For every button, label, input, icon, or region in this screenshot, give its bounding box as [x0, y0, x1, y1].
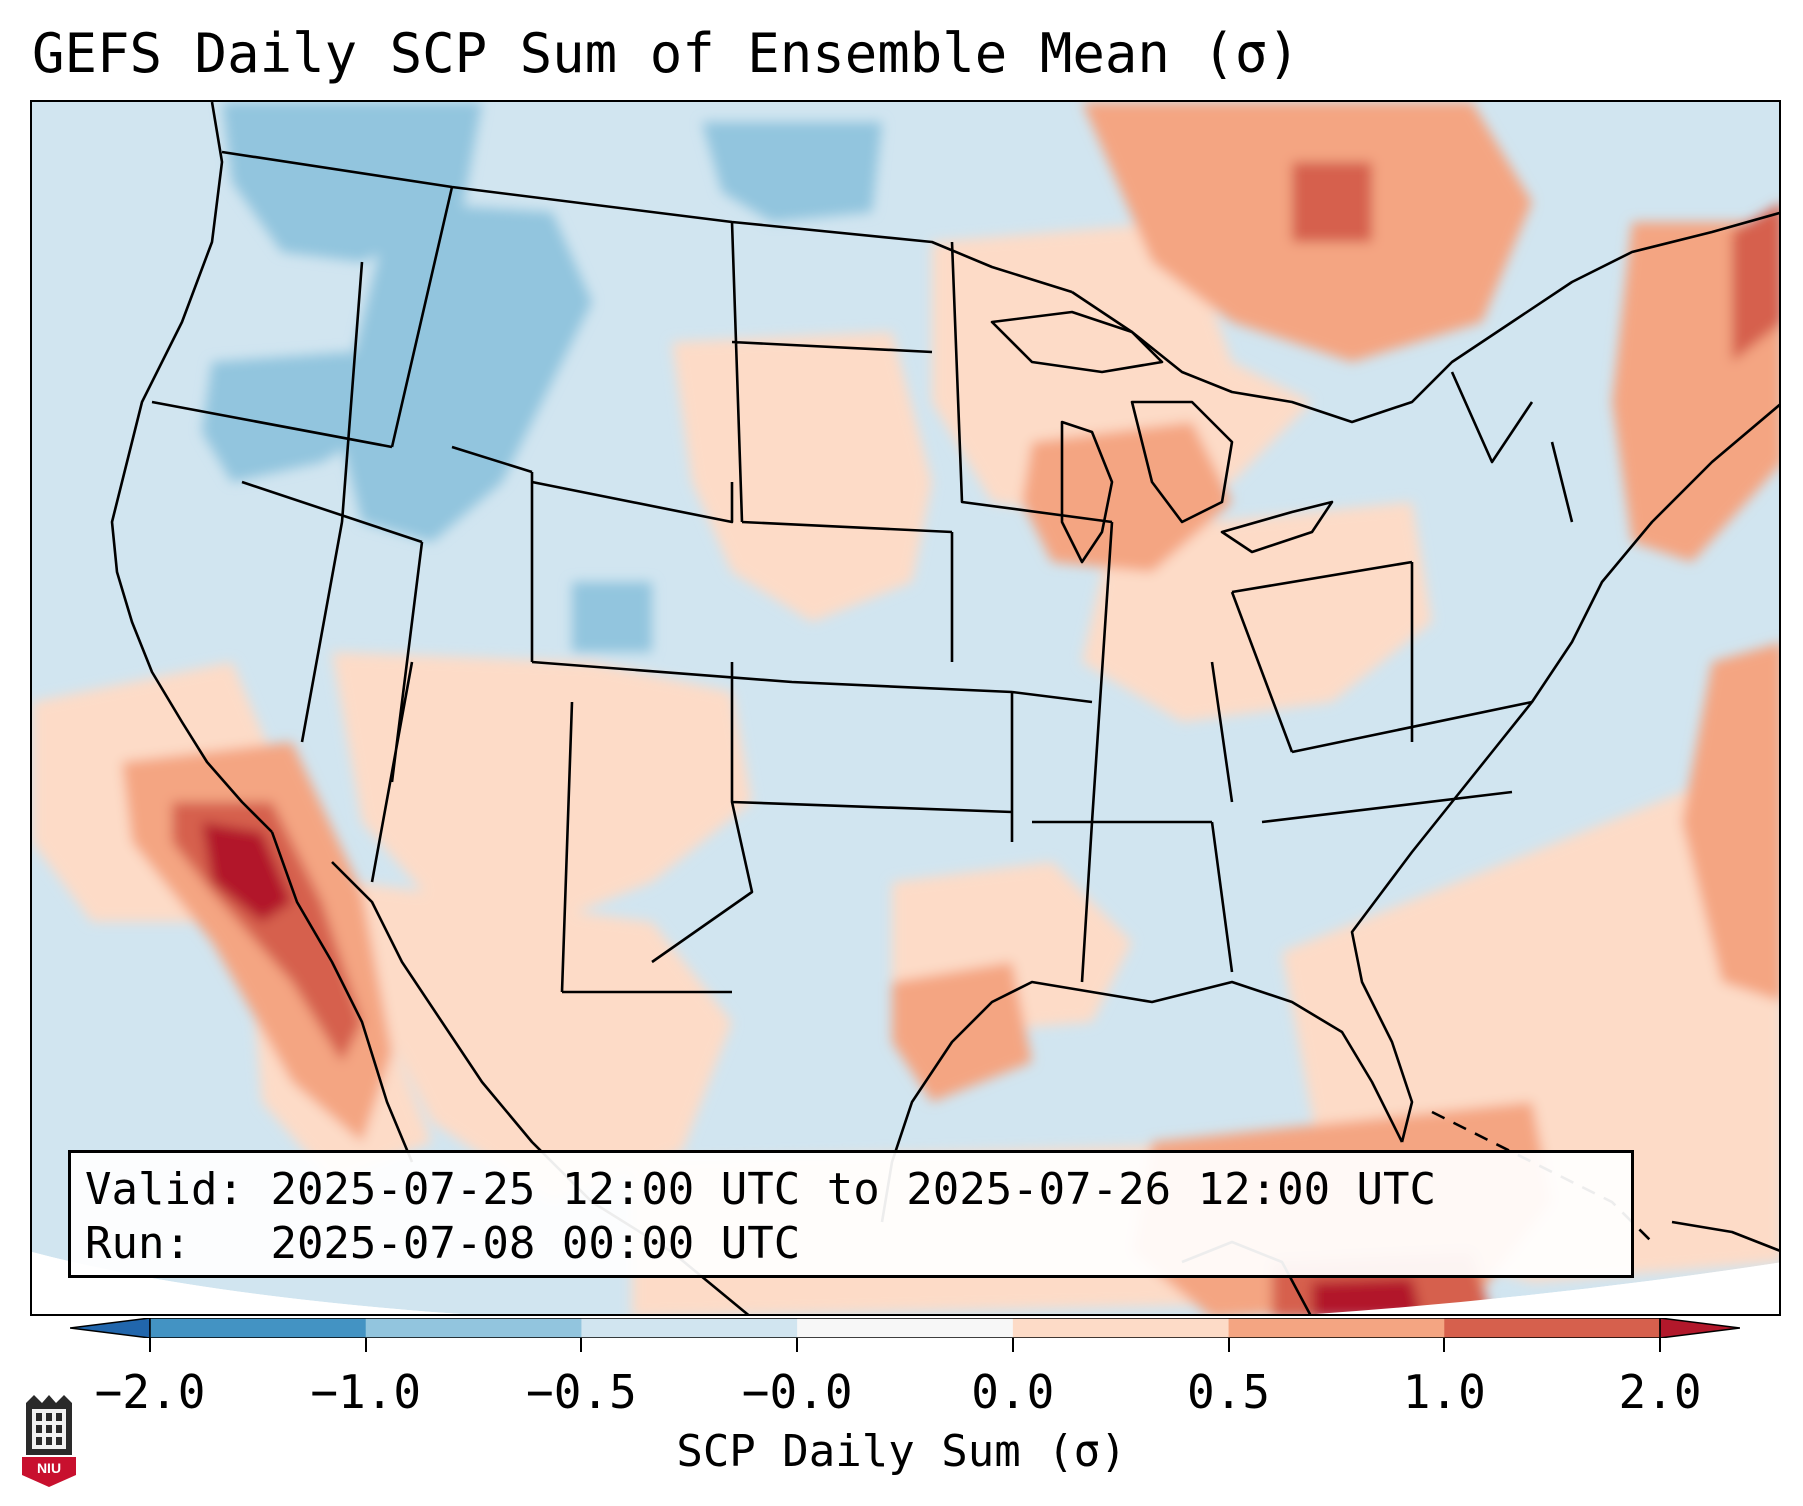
projection-exterior [32, 1252, 1779, 1314]
gulf-coast [880, 980, 1404, 1223]
hispaniola [1671, 1220, 1779, 1252]
colorbar-tick-label: −2.0 [94, 1365, 206, 1419]
colorbar-tick-mark [1011, 1338, 1014, 1352]
colorbar-tick-mark [149, 1338, 151, 1352]
colorbar-tick-label: 0.5 [1187, 1365, 1271, 1419]
anomaly-region-pacific-nw [222, 102, 482, 262]
niu-logo-text: NIU [37, 1460, 61, 1476]
colorbar-over-triangle [1659, 1318, 1740, 1338]
lake-huron [1130, 400, 1234, 524]
colorbar-bin [1228, 1318, 1445, 1338]
state-borders [151, 186, 1574, 994]
anomaly-region-colorado [572, 582, 652, 652]
anomaly-region-southwest [332, 652, 752, 922]
baja-coast [270, 831, 414, 1163]
great-lakes-shore [1071, 211, 1779, 424]
colorbar-tick-mark [1443, 1338, 1446, 1352]
anomaly-region-mexico [352, 882, 732, 1202]
map-panel [30, 100, 1781, 1316]
anomaly-region-great-lakes [1022, 422, 1232, 572]
anomaly-region-ohio-valley [1082, 502, 1432, 722]
colorbar-tick-label: 2.0 [1618, 1365, 1702, 1419]
lake-erie [1220, 500, 1334, 554]
anomaly-region-oregon [202, 352, 372, 482]
anomaly-region-baja-peak [202, 822, 292, 922]
colorbar-tick-label: −0.5 [526, 1365, 637, 1419]
colorbar-bin [581, 1318, 798, 1338]
colorbar-bin [1012, 1318, 1230, 1338]
east-coast [1350, 403, 1779, 1143]
anomaly-region-ontario-core [1292, 162, 1372, 242]
chart-title: GEFS Daily SCP Sum of Ensemble Mean (σ) [32, 22, 1300, 85]
run-label: Run: [85, 1218, 191, 1269]
us-canada-border [221, 150, 1073, 294]
valid-run-box: Valid: 2025-07-25 12:00 UTC to 2025-07-2… [68, 1150, 1634, 1278]
anomaly-region-midwest-north [932, 222, 1312, 522]
colorbar-tick-label: 1.0 [1402, 1365, 1486, 1419]
colorbar-tick-label: −0.0 [741, 1365, 853, 1419]
run-value: 2025-07-08 00:00 UTC [270, 1218, 801, 1269]
colorbar-tick-label: −1.0 [310, 1365, 422, 1419]
colorbar-tick-mark [796, 1338, 799, 1352]
colorbar-bins [150, 1318, 1661, 1338]
west-coast [110, 102, 273, 833]
colorbar-tick-mark [1659, 1338, 1661, 1352]
colorbar-tick-mark [1227, 1338, 1230, 1352]
colorbar-label: SCP Daily Sum (σ) [676, 1426, 1127, 1477]
colorbar-tick-label: 0.0 [971, 1365, 1055, 1419]
valid-line: Valid: 2025-07-25 12:00 UTC to 2025-07-2… [85, 1163, 1617, 1217]
colorbar-bin [150, 1318, 367, 1338]
colorbar-tick-mark [580, 1338, 583, 1352]
anomaly-region-idaho-montana [342, 202, 592, 542]
valid-value: 2025-07-25 12:00 UTC to 2025-07-26 12:00… [270, 1164, 1437, 1215]
anomaly-region-quebec-core [1732, 204, 1779, 362]
colorbar-under-triangle [70, 1318, 151, 1338]
anomaly-region-atlantic-east [1682, 643, 1779, 1001]
niu-logo: NIU [22, 1395, 76, 1487]
colorbar-outline [149, 1318, 1661, 1338]
map-svg [32, 102, 1779, 1314]
run-line: Run: 2025-07-08 00:00 UTC [85, 1217, 1617, 1271]
anomaly-region-caribbean-peak [1312, 1278, 1421, 1314]
colorbar-bin [365, 1318, 582, 1338]
colorbar [70, 1318, 1740, 1338]
lake-michigan [1060, 420, 1114, 564]
lake-superior [990, 310, 1164, 374]
valid-label: Valid: [85, 1164, 244, 1215]
colorbar-tick-mark [364, 1338, 367, 1352]
colorbar-bin [797, 1318, 1014, 1338]
colorbar-bin [1444, 1318, 1661, 1338]
anomaly-region-north-dakota [702, 122, 882, 222]
